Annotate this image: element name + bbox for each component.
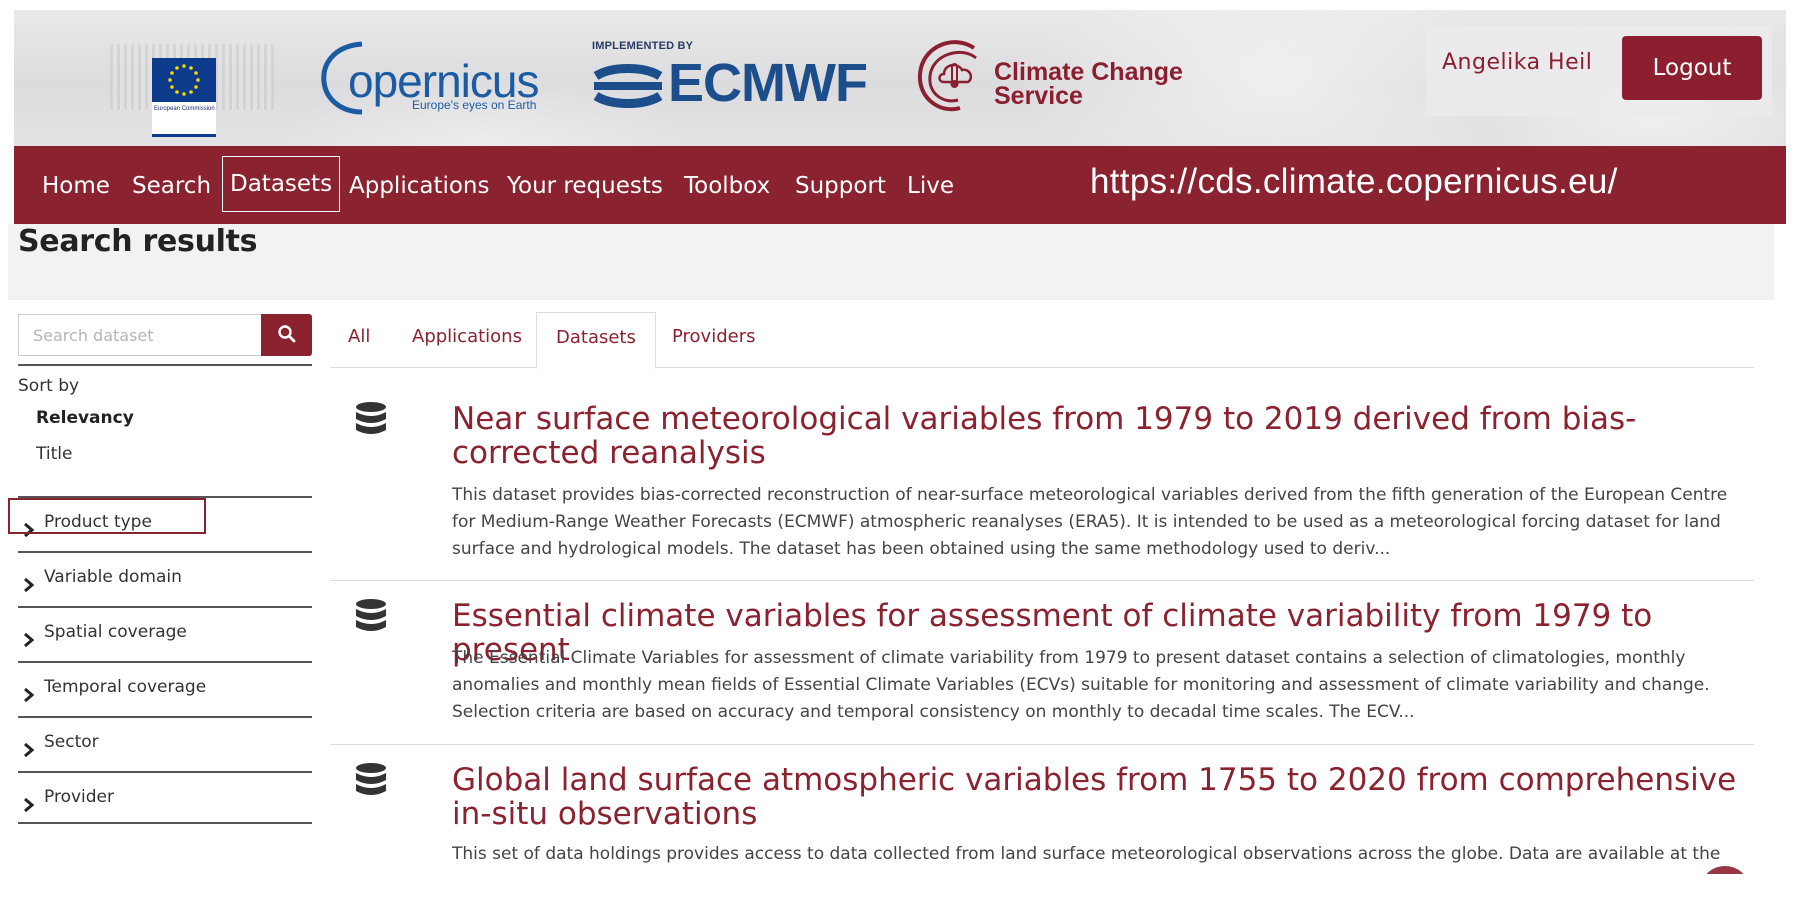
result-separator [330,744,1754,745]
tab-providers[interactable]: Providers [672,326,756,347]
dataset-search [18,314,312,356]
feedback-widget[interactable] [1702,866,1748,874]
facet-label: Temporal coverage [44,677,207,697]
sidebar-divider [18,364,312,366]
chevron-right-icon [24,632,35,648]
sort-option-relevancy[interactable]: Relevancy [36,408,134,428]
copernicus-wordmark: opernicus [348,55,539,107]
user-name-link[interactable]: Angelika Heil [1442,50,1593,75]
ecmwf-logo[interactable]: IMPLEMENTED BY ECMWF [590,40,880,116]
result-description: This dataset provides bias-corrected rec… [452,485,1728,559]
c3s-line1: Climate Change [994,58,1183,86]
database-icon [356,402,386,434]
product-type-highlight-box [8,498,206,534]
site-header: European Commission opernicus Europe's e… [14,10,1786,146]
facet-variable-domain[interactable]: Variable domain [18,551,312,607]
result-item: Essential climate variables for assessme… [330,598,1754,722]
result-title-link[interactable]: Essential climate variables for assessme… [452,598,1653,668]
facet-sector[interactable]: Sector [18,716,312,772]
nav-your-requests[interactable]: Your requests [507,173,663,199]
nav-live[interactable]: Live [907,173,954,199]
facet-provider[interactable]: Provider [18,771,312,827]
tab-datasets[interactable]: Datasets [536,312,656,369]
nav-datasets[interactable]: Datasets [222,156,341,212]
thermometer-cloud-icon [917,40,977,112]
ecmwf-mark-icon [593,64,663,108]
facet-label: Sector [44,732,99,752]
title-band: Search results [8,224,1774,300]
search-input[interactable] [18,314,262,356]
nav-applications[interactable]: Applications [349,173,490,199]
nav-toolbox[interactable]: Toolbox [684,173,771,199]
facet-temporal-coverage[interactable]: Temporal coverage [18,661,312,717]
result-separator [330,580,1754,581]
chevron-right-icon [24,522,35,538]
result-description: The Essential Climate Variables for asse… [452,648,1710,722]
ecmwf-wordmark: ECMWF [668,53,868,113]
ec-logo-text: European Commission [154,106,215,112]
copernicus-arc-icon [321,41,363,115]
implemented-by-label: IMPLEMENTED BY [592,40,694,52]
sidebar-bottom-divider [18,822,312,824]
logout-button[interactable]: Logout [1622,36,1762,100]
facet-spatial-coverage[interactable]: Spatial coverage [18,606,312,662]
facet-product-type[interactable]: Product type [18,496,312,552]
site-url: https://cds.climate.copernicus.eu/ [1090,162,1618,201]
facet-label: Product type [44,512,152,532]
result-description: This set of data holdings provides acces… [452,844,1721,864]
copernicus-logo[interactable]: opernicus Europe's eyes on Earth [320,32,550,118]
sort-by-label: Sort by [18,376,80,396]
tab-all[interactable]: All [348,326,371,347]
result-item: Near surface meteorological variables fr… [330,402,1754,562]
page-title: Search results [18,224,258,259]
result-tabs: All Applications Datasets Providers [330,312,1754,369]
facet-label: Provider [44,787,114,807]
chevron-right-icon [24,797,35,813]
result-title-link[interactable]: Near surface meteorological variables fr… [452,401,1637,471]
chevron-right-icon [24,742,35,758]
sort-option-title[interactable]: Title [36,444,73,464]
result-item: Global land surface atmospheric variable… [330,763,1754,873]
facet-label: Spatial coverage [44,622,187,642]
copernicus-tagline: Europe's eyes on Earth [412,98,537,112]
european-commission-logo[interactable]: European Commission [110,26,274,137]
main-nav: Home Search Datasets Applications Your r… [14,146,1786,224]
chevron-right-icon [24,577,35,593]
tab-applications[interactable]: Applications [412,326,522,347]
eu-stars-icon [168,64,200,96]
result-title-link[interactable]: Global land surface atmospheric variable… [452,762,1737,832]
chevron-right-icon [24,687,35,703]
search-button[interactable] [261,314,312,356]
c3s-line2: Service [994,82,1083,110]
database-icon [356,599,386,631]
climate-change-service-logo[interactable]: Climate Change Service [914,36,1194,116]
database-icon [356,763,386,795]
facet-label: Variable domain [44,567,182,587]
search-icon [277,324,295,342]
user-box: Angelika Heil Logout [1426,26,1772,116]
nav-support[interactable]: Support [795,173,886,199]
nav-home[interactable]: Home [42,173,110,199]
nav-search[interactable]: Search [132,173,212,199]
